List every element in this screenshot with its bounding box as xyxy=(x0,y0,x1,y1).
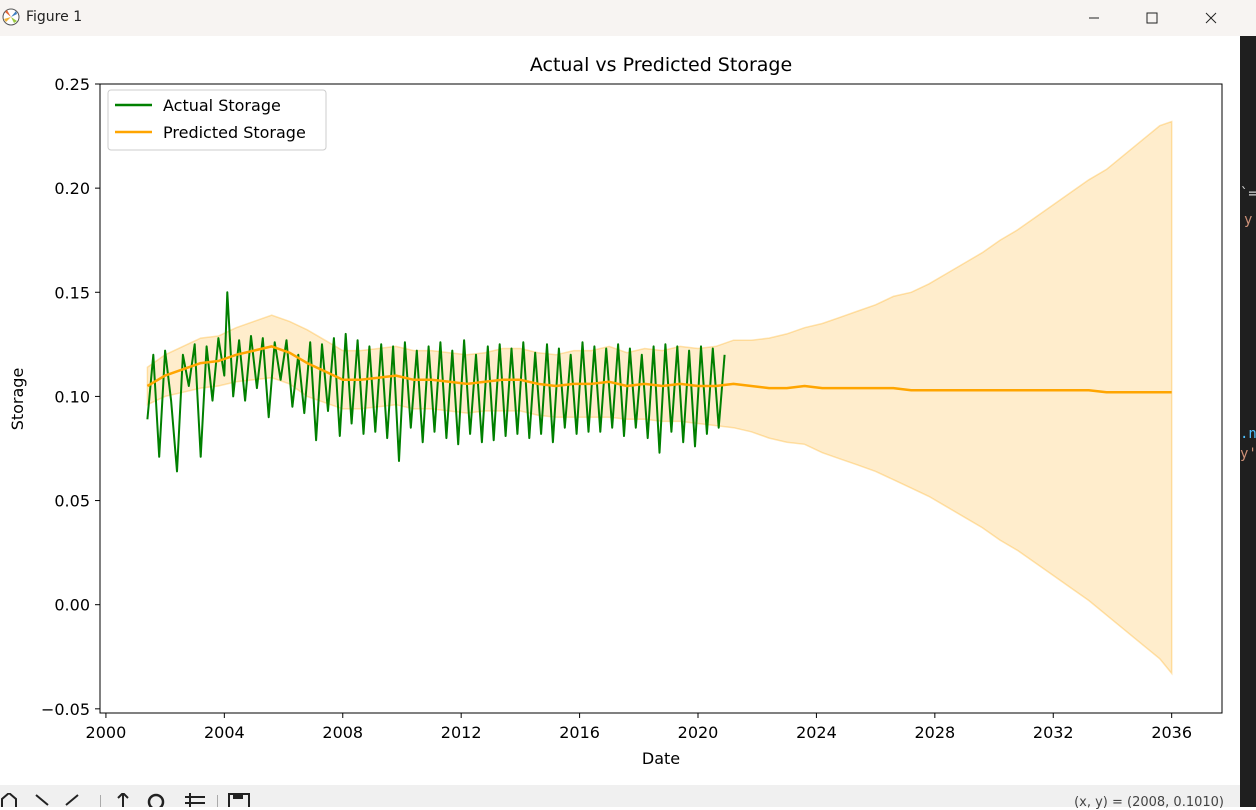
pan-icon[interactable] xyxy=(114,793,132,807)
x-axis-label: Date xyxy=(642,749,680,768)
x-tick-label: 2036 xyxy=(1151,723,1192,742)
minimize-button[interactable] xyxy=(1065,0,1123,36)
navigation-toolbar: (x, y) = (2008, 0.1010) xyxy=(0,785,1240,810)
window-title: Figure 1 xyxy=(26,9,83,25)
x-tick-label: 2004 xyxy=(204,723,245,742)
legend: Actual Storage Predicted Storage xyxy=(107,89,327,151)
legend-label-1: Predicted Storage xyxy=(163,123,306,142)
x-tick-label: 2000 xyxy=(86,723,127,742)
close-button[interactable] xyxy=(1182,0,1240,36)
back-icon[interactable] xyxy=(32,793,50,807)
maximize-icon xyxy=(1146,12,1158,24)
x-tick-label: 2012 xyxy=(441,723,482,742)
chart-svg: Actual vs Predicted Storage Date Storage… xyxy=(8,54,1223,768)
confidence-band-1 xyxy=(146,120,1173,676)
home-icon[interactable] xyxy=(0,793,18,807)
y-tick-label: 0.05 xyxy=(54,492,90,511)
x-tick-label: 2032 xyxy=(1033,723,1074,742)
x-tick-label: 2028 xyxy=(914,723,955,742)
close-icon xyxy=(1205,12,1217,24)
y-tick-label: 0.10 xyxy=(54,387,90,406)
window-titlebar: Figure 1 xyxy=(0,0,1256,36)
x-tick-label: 2008 xyxy=(322,723,363,742)
save-icon[interactable] xyxy=(228,793,250,807)
legend-label-0: Actual Storage xyxy=(163,96,281,115)
configure-subplots-icon[interactable] xyxy=(184,793,206,807)
plot-frame xyxy=(99,83,1223,714)
minimize-icon xyxy=(1089,17,1099,19)
x-tick-label: 2016 xyxy=(559,723,600,742)
figure-canvas: Actual vs Predicted Storage Date Storage… xyxy=(0,36,1240,785)
zoom-icon[interactable] xyxy=(147,793,165,807)
series-line-1 xyxy=(146,345,1172,394)
x-tick-label: 2024 xyxy=(796,723,837,742)
x-tick-label: 2020 xyxy=(678,723,719,742)
matplotlib-icon xyxy=(2,8,20,26)
y-axis-label: Storage xyxy=(8,368,27,431)
maximize-button[interactable] xyxy=(1123,0,1181,36)
y-tick-label: 0.00 xyxy=(54,596,90,615)
chart-title: Actual vs Predicted Storage xyxy=(530,54,792,76)
y-tick-label: 0.20 xyxy=(54,179,90,198)
y-tick-label: 0.15 xyxy=(54,283,90,302)
forward-icon[interactable] xyxy=(64,793,82,807)
background-editor-strip: `= y .n y' xyxy=(1240,36,1256,807)
cursor-coordinates: (x, y) = (2008, 0.1010) xyxy=(1074,795,1224,810)
legend-box xyxy=(107,89,327,151)
y-tick-label: 0.25 xyxy=(54,75,90,94)
series-line-0 xyxy=(146,291,726,473)
y-tick-label: −0.05 xyxy=(41,700,90,719)
